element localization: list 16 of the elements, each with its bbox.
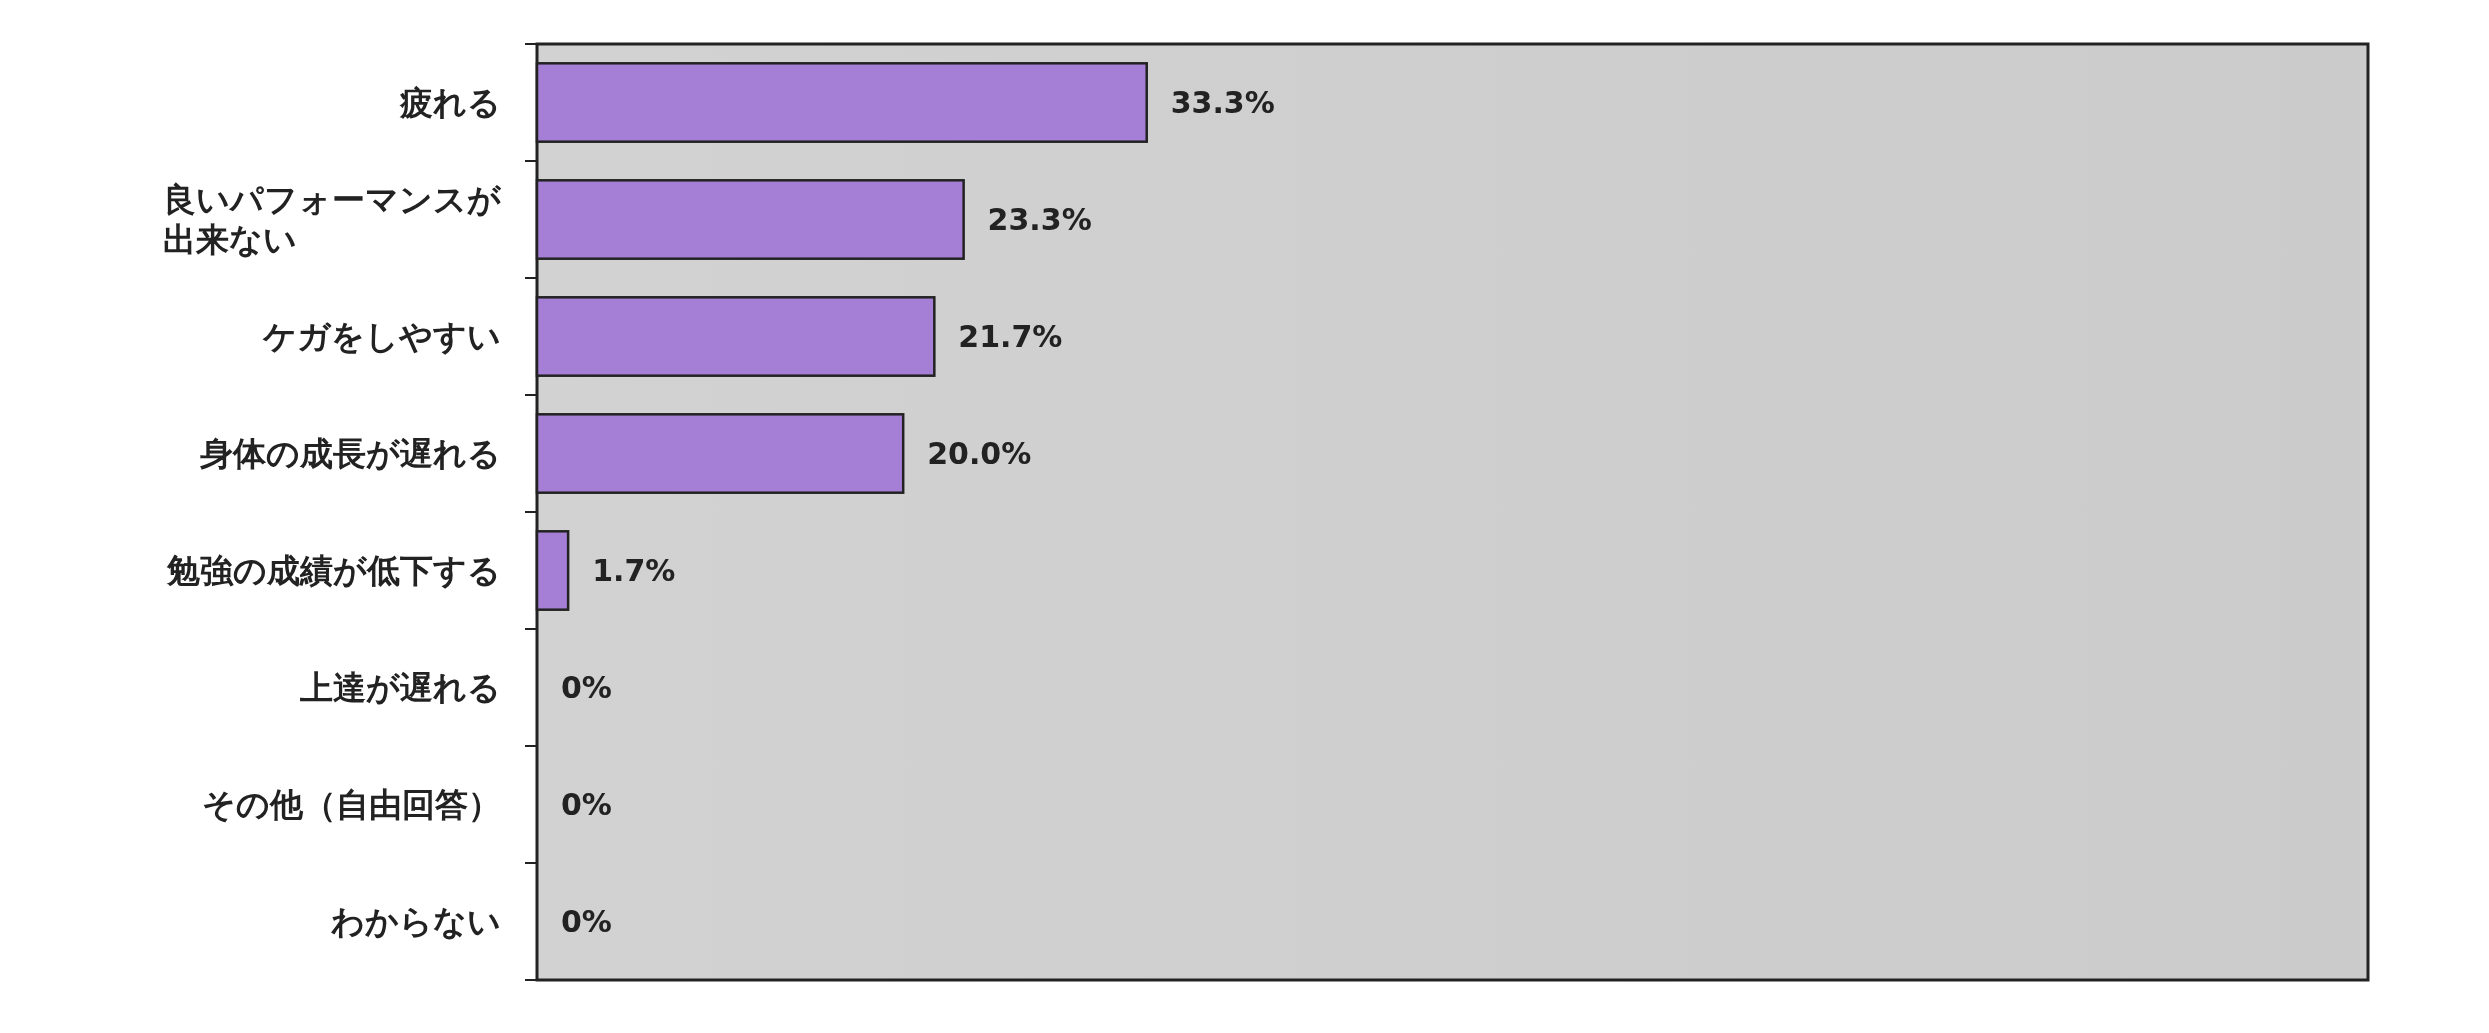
y-tick-label: 勉強の成績が低下する <box>166 551 501 591</box>
y-tick-label: 疲れる <box>399 83 501 123</box>
data-label: 0% <box>561 904 612 939</box>
data-label: 23.3% <box>987 202 1092 237</box>
data-label: 21.7% <box>958 319 1063 354</box>
y-tick-label: わからない <box>331 902 501 942</box>
y-tick-label: ケガをしやすい <box>262 317 501 357</box>
y-tick-label: 上達が遅れる <box>299 668 501 708</box>
data-label: 1.7% <box>592 553 676 588</box>
data-label: 20.0% <box>927 436 1032 471</box>
y-tick-label: 良いパフォーマンスが出来ない <box>163 180 502 259</box>
data-label: 33.3% <box>1170 85 1275 120</box>
y-tick-label: その他（自由回答） <box>202 785 501 825</box>
data-label: 0% <box>561 787 612 822</box>
data-label: 0% <box>561 670 612 705</box>
y-tick-label: 身体の成長が遅れる <box>199 434 501 474</box>
